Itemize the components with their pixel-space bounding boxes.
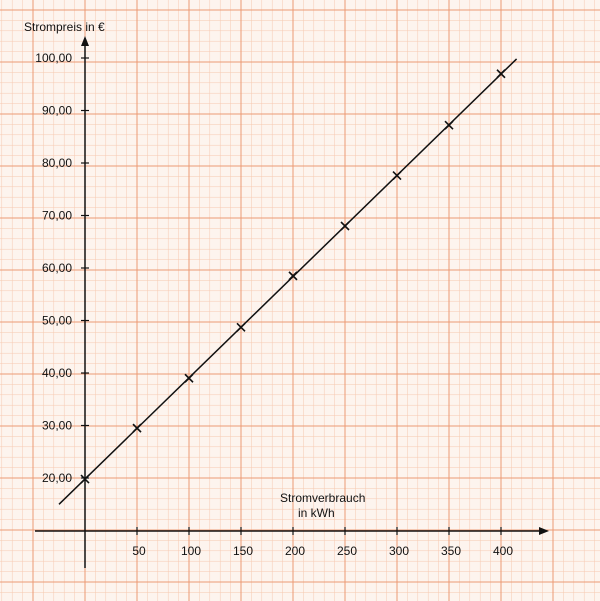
x-tick-label: 300: [389, 544, 409, 558]
y-ticks: 20,00 30,00 40,00 50,00 60,00 70,00 80,00 90,00…: [35, 51, 89, 485]
axes: [35, 36, 549, 568]
data-point-marker: [340, 221, 350, 231]
x-tick-label: 150: [233, 544, 253, 558]
x-tick-label: 250: [337, 544, 357, 558]
data-point-marker: [496, 69, 506, 79]
data-point-marker: [444, 120, 454, 130]
y-tick-label: 60,00: [42, 261, 72, 275]
y-tick-label: 80,00: [42, 156, 72, 170]
y-tick-label: 30,00: [42, 419, 72, 433]
x-ticks: 50 100 150 200 250 300 350 400: [132, 527, 513, 558]
y-tick-label: 100,00: [35, 51, 72, 65]
y-axis-title: Strompreis in €: [24, 20, 105, 34]
y-tick-label: 90,00: [42, 104, 72, 118]
data-markers: [80, 69, 506, 484]
data-point-marker: [132, 423, 142, 433]
data-point-marker: [392, 171, 402, 181]
x-axis-title-line1: Stromverbrauch: [280, 491, 365, 505]
x-axis-title-line2: in kWh: [298, 506, 335, 520]
y-tick-label: 20,00: [42, 471, 72, 485]
x-tick-label: 200: [285, 544, 305, 558]
x-axis-arrow: [539, 527, 549, 535]
y-tick-label: 50,00: [42, 314, 72, 328]
data-point-marker: [80, 474, 90, 484]
y-tick-label: 70,00: [42, 209, 72, 223]
data-point-marker: [288, 271, 298, 281]
y-tick-label: 40,00: [42, 366, 72, 380]
data-point-marker: [184, 373, 194, 383]
x-tick-label: 100: [181, 544, 201, 558]
data-point-marker: [236, 322, 246, 332]
x-tick-label: 50: [132, 544, 146, 558]
x-tick-label: 350: [441, 544, 461, 558]
y-axis-arrow: [81, 36, 89, 46]
x-tick-label: 400: [493, 544, 513, 558]
